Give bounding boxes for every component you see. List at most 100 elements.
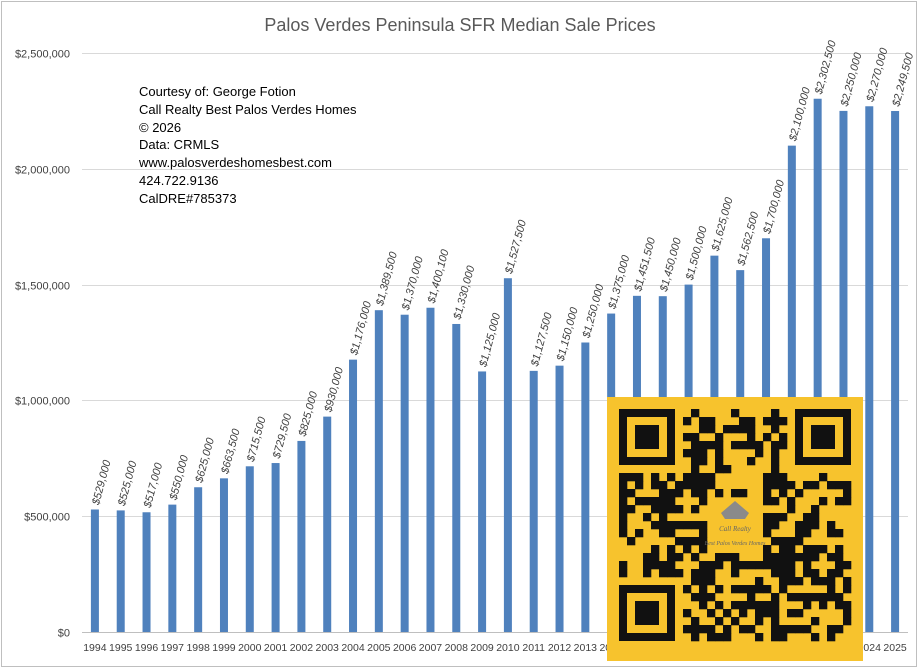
bar xyxy=(168,504,177,632)
x-tick-label: 2007 xyxy=(419,642,443,654)
data-label: $2,100,000 xyxy=(787,85,813,143)
qr-finder-pattern xyxy=(619,409,675,465)
x-tick-label: 2013 xyxy=(574,642,598,654)
bar xyxy=(581,342,590,632)
x-tick-label: 1997 xyxy=(161,642,185,654)
house-roof-shape xyxy=(721,501,749,519)
bar xyxy=(787,145,796,632)
x-tick-label: 1996 xyxy=(135,642,159,654)
gridlines xyxy=(82,53,908,633)
data-label: $663,500 xyxy=(219,427,243,476)
x-tick-label: 1995 xyxy=(109,642,133,654)
bar xyxy=(503,278,512,632)
data-label: $1,562,500 xyxy=(735,210,761,268)
data-label: $2,250,000 xyxy=(839,51,865,109)
data-label: $729,500 xyxy=(271,412,295,461)
y-tick-label: $500,000 xyxy=(24,512,70,524)
credit-website: www.palosverdeshomesbest.com xyxy=(139,155,332,171)
y-tick-label: $1,500,000 xyxy=(15,281,70,293)
data-label: $525,000 xyxy=(116,459,140,508)
bar xyxy=(478,371,487,632)
y-tick-label: $1,000,000 xyxy=(15,396,70,408)
bar xyxy=(142,512,151,632)
y-tick-label: $2,000,000 xyxy=(15,165,70,177)
bar xyxy=(219,478,228,632)
credit-data-source: Data: CRMLS xyxy=(139,137,220,153)
qr-logo-text: Call Realty xyxy=(719,525,752,533)
bar xyxy=(865,106,874,632)
data-label: $1,127,500 xyxy=(529,311,555,369)
qr-code-image: Call Realty Best Palos Verdes Homes xyxy=(607,397,863,661)
bar xyxy=(194,487,203,632)
bar xyxy=(116,510,125,632)
qr-finder-pattern xyxy=(619,585,675,641)
bar xyxy=(529,370,538,632)
bar xyxy=(426,307,435,632)
x-tick-label: 2011 xyxy=(522,642,545,654)
credit-license: CalDRE#785373 xyxy=(139,190,237,206)
x-tick-label: 1998 xyxy=(186,642,210,654)
credit-courtesy: Courtesy of: George Fotion xyxy=(139,84,296,99)
x-tick-label: 2008 xyxy=(445,642,469,654)
bar xyxy=(452,323,461,632)
credit-copyright: © 2026 xyxy=(139,119,182,135)
bar xyxy=(400,314,409,632)
data-label: $715,500 xyxy=(245,415,269,464)
data-label: $2,270,000 xyxy=(864,46,890,104)
bar xyxy=(90,509,99,632)
data-label: $625,000 xyxy=(193,436,217,485)
qr-modules xyxy=(619,409,852,642)
data-label: $517,000 xyxy=(142,461,166,510)
bar xyxy=(891,111,900,632)
data-label: $1,400,100 xyxy=(426,247,452,305)
data-label: $1,389,500 xyxy=(374,250,400,308)
x-tick-label: 2001 xyxy=(264,642,288,654)
data-label: $1,527,500 xyxy=(503,218,529,276)
data-label: $1,150,000 xyxy=(555,305,581,363)
data-label: $825,000 xyxy=(296,389,320,438)
data-label: $2,249,500 xyxy=(890,51,916,109)
data-label: $1,375,000 xyxy=(606,253,632,311)
data-label: $2,302,500 xyxy=(813,38,839,96)
x-tick-label: 2003 xyxy=(316,642,340,654)
y-tick-label: $0 xyxy=(58,628,70,640)
credit-phone: 424.722.9136 xyxy=(139,172,219,188)
bar xyxy=(813,98,822,633)
x-tick-label: 2006 xyxy=(393,642,417,654)
data-label: $529,000 xyxy=(90,458,114,507)
x-tick-label: 2012 xyxy=(548,642,572,654)
bar xyxy=(245,466,254,632)
credits-block: Courtesy of: George Fotion Call Realty B… xyxy=(139,83,356,208)
data-label: $1,370,000 xyxy=(400,254,426,312)
data-label: $1,451,500 xyxy=(632,235,658,293)
data-label: $1,700,000 xyxy=(761,178,787,236)
bar xyxy=(374,310,383,632)
data-label: $1,250,000 xyxy=(580,282,606,340)
bar xyxy=(297,440,306,632)
bar xyxy=(839,110,848,632)
qr-finder-pattern xyxy=(795,409,851,465)
bar xyxy=(323,416,332,632)
data-label: $1,176,000 xyxy=(348,299,374,357)
data-label: $1,625,000 xyxy=(709,195,735,253)
x-tick-label: 1994 xyxy=(83,642,107,654)
x-tick-label: 2002 xyxy=(290,642,314,654)
data-label: $1,125,000 xyxy=(477,311,503,369)
bar xyxy=(349,359,358,632)
credit-company: Call Realty Best Palos Verdes Homes xyxy=(139,101,357,117)
y-tick-label: $2,500,000 xyxy=(15,49,70,61)
qr-logo: Call Realty Best Palos Verdes Homes xyxy=(705,501,767,547)
x-tick-label: 2025 xyxy=(883,642,907,654)
data-label: $550,000 xyxy=(167,453,191,502)
y-axis-ticks: $0 $500,000 $1,000,000 $1,500,000 $2,000,000… xyxy=(15,49,70,640)
x-tick-label: 2004 xyxy=(341,642,365,654)
x-tick-label: 2009 xyxy=(470,642,494,654)
bar xyxy=(555,365,564,632)
data-label: $1,500,000 xyxy=(684,224,710,282)
data-label: $1,330,000 xyxy=(451,264,477,322)
x-tick-label: 2000 xyxy=(238,642,262,654)
x-tick-label: 1999 xyxy=(212,642,236,654)
qr-logo-text: Best Palos Verdes Homes xyxy=(705,541,767,547)
